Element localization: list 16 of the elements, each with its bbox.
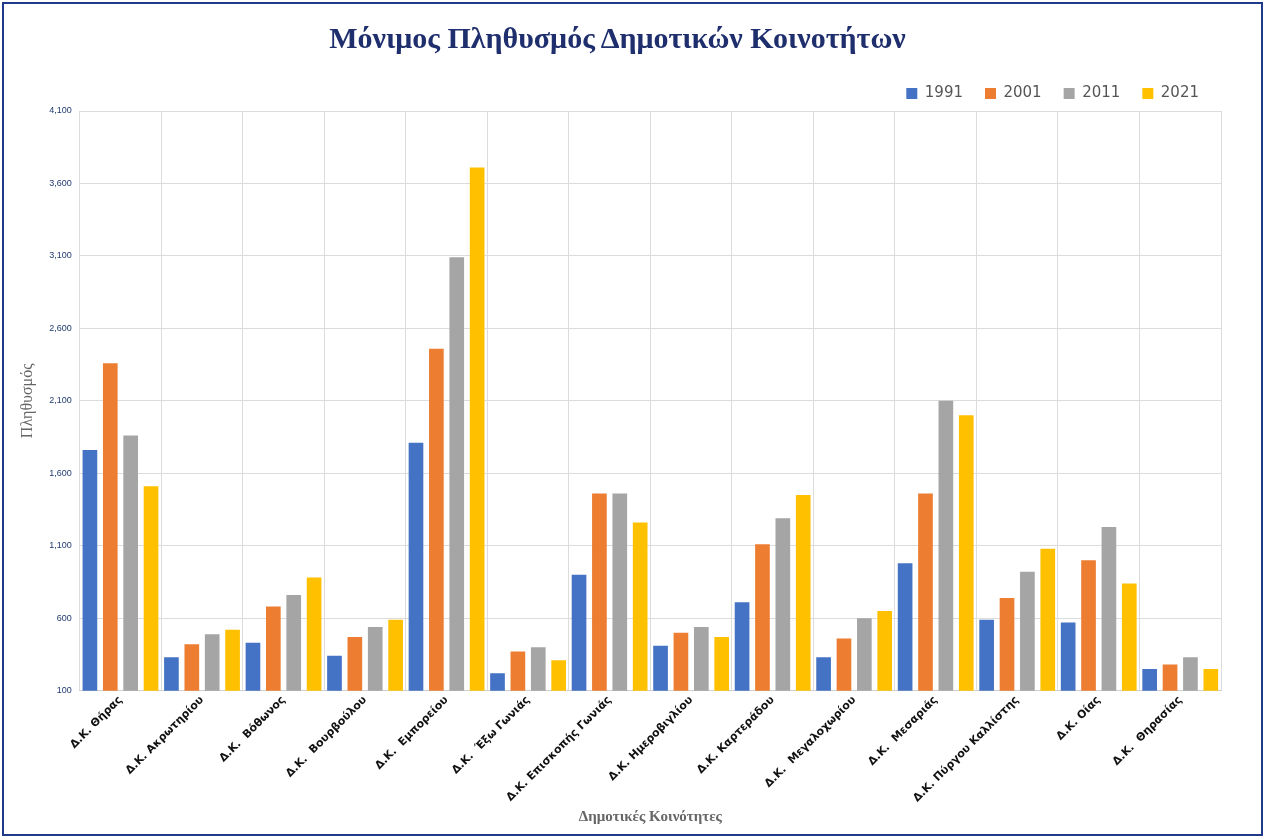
legend-label: 2001: [1003, 83, 1042, 102]
y-tick-label: 3,100: [49, 250, 72, 261]
legend-label: 2021: [1160, 83, 1200, 102]
y-tick-label: 2,100: [49, 395, 72, 406]
y-tick-label: 100: [56, 685, 72, 696]
y-tick-label: 1,100: [49, 540, 72, 551]
y-tick-label: 1,600: [49, 467, 72, 478]
x-axis-title: Δημοτικές Κοινότητες: [578, 807, 723, 824]
legend-label: 1991: [924, 83, 963, 102]
y-tick-label: 2,600: [49, 322, 72, 333]
y-tick-label: 4,100: [49, 105, 72, 116]
y-axis-title: Πληθυσμός: [17, 362, 36, 439]
chart-title: Μόνιμος Πληθυσμός Δημοτικών Κοινοτήτων: [329, 20, 907, 54]
legend-label: 2011: [1082, 83, 1121, 102]
y-tick-label: 600: [56, 612, 72, 623]
y-tick-label: 3,600: [49, 177, 72, 188]
